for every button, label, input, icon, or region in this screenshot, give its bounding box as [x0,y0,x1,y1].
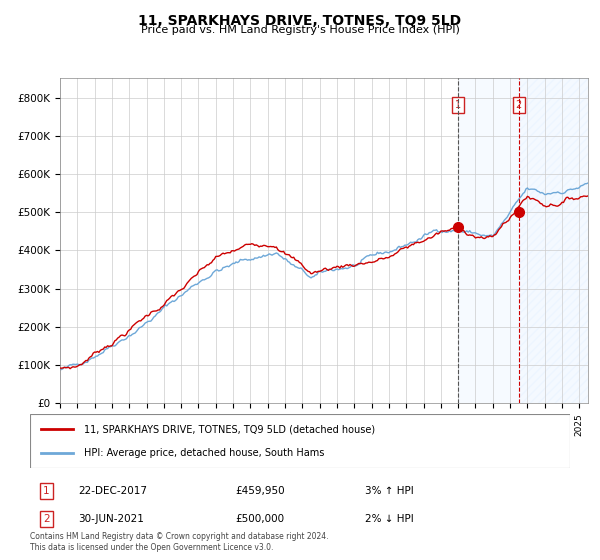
Text: Price paid vs. HM Land Registry's House Price Index (HPI): Price paid vs. HM Land Registry's House … [140,25,460,35]
Text: 11, SPARKHAYS DRIVE, TOTNES, TQ9 5LD: 11, SPARKHAYS DRIVE, TOTNES, TQ9 5LD [139,14,461,28]
Text: 3% ↑ HPI: 3% ↑ HPI [365,486,413,496]
Text: 2: 2 [43,514,50,524]
Text: £500,000: £500,000 [235,514,284,524]
Text: 30-JUN-2021: 30-JUN-2021 [79,514,145,524]
Text: HPI: Average price, detached house, South Hams: HPI: Average price, detached house, Sout… [84,447,325,458]
FancyBboxPatch shape [30,414,570,468]
Text: 2: 2 [515,100,522,110]
Text: Contains HM Land Registry data © Crown copyright and database right 2024.
This d: Contains HM Land Registry data © Crown c… [30,532,329,552]
Text: £459,950: £459,950 [235,486,285,496]
Bar [458,78,519,403]
Text: 1: 1 [43,486,50,496]
Bar [519,78,588,403]
Text: 11, SPARKHAYS DRIVE, TOTNES, TQ9 5LD (detached house): 11, SPARKHAYS DRIVE, TOTNES, TQ9 5LD (de… [84,424,375,435]
Text: 1: 1 [455,100,461,110]
Text: 2% ↓ HPI: 2% ↓ HPI [365,514,413,524]
Text: 22-DEC-2017: 22-DEC-2017 [79,486,148,496]
